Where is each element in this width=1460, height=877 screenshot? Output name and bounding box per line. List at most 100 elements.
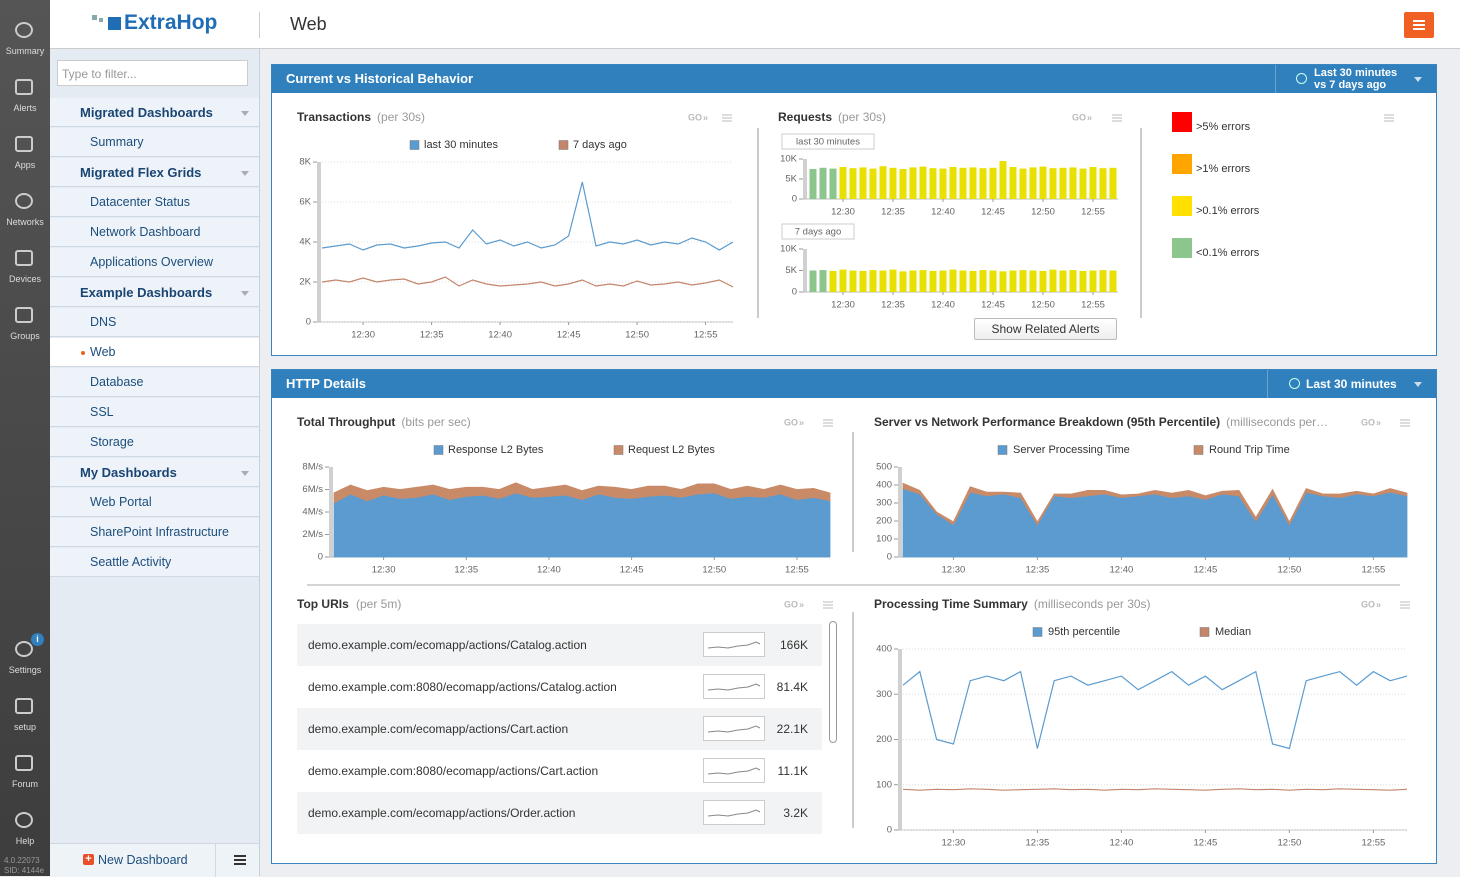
nav-item[interactable]: Storage <box>50 428 259 457</box>
clock-icon <box>1296 73 1307 84</box>
nav-item[interactable]: Summary <box>50 128 259 157</box>
sparkline <box>707 809 761 817</box>
nav-item[interactable]: Datacenter Status <box>50 188 259 217</box>
uri-row: demo.example.com/ecomapp/actions/Catalog… <box>297 624 822 666</box>
menu-button[interactable] <box>1404 12 1434 38</box>
section-panel: Current vs Historical Behavior Last 30 m… <box>271 64 1437 356</box>
uri[interactable]: demo.example.com/ecomapp/actions/Cart.ac… <box>308 722 569 736</box>
divider <box>1267 370 1268 398</box>
nav-item[interactable]: Web Portal <box>50 488 259 517</box>
sparkline-box <box>703 758 765 783</box>
sidebar-icon <box>15 193 33 209</box>
nav-item[interactable]: SSL <box>50 398 259 427</box>
sparkline-box <box>703 632 765 657</box>
nav-menu[interactable] <box>234 855 246 857</box>
header: ExtraHop Web <box>50 0 1460 49</box>
page-title: Web <box>290 14 327 34</box>
sparkline <box>707 725 761 733</box>
sidebar-label[interactable]: Alerts <box>13 103 37 113</box>
sidebar-label[interactable]: Settings <box>8 665 42 675</box>
sparkline <box>707 641 761 649</box>
nav-item[interactable]: Applications Overview <box>50 248 259 277</box>
sidebar-icon <box>15 250 33 266</box>
sidebar-label[interactable]: Apps <box>14 160 36 170</box>
sidebar-label[interactable]: Summary <box>5 46 45 56</box>
logo: ExtraHop <box>124 11 218 34</box>
dashboard-nav: Type to filter... + New Dashboard Migrat… <box>50 49 260 877</box>
sidebar-label[interactable]: setup <box>13 722 37 732</box>
uri[interactable]: demo.example.com:8080/ecomapp/actions/Ca… <box>308 680 617 694</box>
uri-value: 3.2K <box>783 806 808 820</box>
uri[interactable]: demo.example.com:8080/ecomapp/actions/Ca… <box>308 764 599 778</box>
sparkline-box <box>703 674 765 699</box>
nav-group[interactable]: My Dashboards <box>50 458 259 487</box>
sidebar-icon <box>15 22 33 38</box>
nav-item[interactable]: DNS <box>50 308 259 337</box>
sidebar-icon <box>15 136 33 152</box>
nav-item[interactable]: Seattle Activity <box>50 548 259 577</box>
sidebar-icon <box>15 812 33 828</box>
caret <box>241 111 249 116</box>
nav-item[interactable]: Web <box>50 338 259 367</box>
nav-item[interactable]: Network Dashboard <box>50 218 259 247</box>
caret <box>241 171 249 176</box>
show-alerts-button[interactable]: Show Related Alerts <box>974 318 1117 340</box>
sidebar-icon <box>15 641 33 657</box>
scrollbar <box>829 621 837 743</box>
sparkline <box>707 683 761 691</box>
sid: SID: 4144e <box>4 866 45 875</box>
time-range[interactable]: Last 30 minutes <box>1314 67 1398 79</box>
uri-value: 81.4K <box>776 680 808 694</box>
divider <box>1275 65 1276 93</box>
sidebar-label[interactable]: Help <box>15 836 35 846</box>
sparkline-box <box>703 716 765 741</box>
sidebar-icon <box>15 755 33 771</box>
caret <box>241 471 249 476</box>
section-header: HTTP Details Last 30 minutes <box>272 370 1436 398</box>
uri[interactable]: demo.example.com/ecomapp/actions/Order.a… <box>308 806 576 820</box>
sidebar-label[interactable]: Forum <box>11 779 38 789</box>
version: 4.0.22073 <box>4 856 40 865</box>
nav-group[interactable]: Migrated Flex Grids <box>50 158 259 187</box>
logo-mark <box>92 15 121 30</box>
badge: i <box>31 633 44 646</box>
caret <box>1414 77 1422 82</box>
uri-row: demo.example.com:8080/ecomapp/actions/Ca… <box>297 666 822 708</box>
time-range[interactable]: Last 30 minutes <box>1306 377 1397 391</box>
sparkline-box <box>703 800 765 825</box>
divider <box>215 844 216 877</box>
uri-value: 22.1K <box>776 722 808 736</box>
section-title: Current vs Historical Behavior <box>286 71 474 86</box>
clock-icon <box>1289 378 1300 389</box>
nav-item[interactable]: SharePoint Infrastructure <box>50 518 259 547</box>
nav-group[interactable]: Migrated Dashboards <box>50 98 259 127</box>
sparkline <box>707 767 761 775</box>
uri-row: demo.example.com/ecomapp/actions/Cart.ac… <box>297 708 822 750</box>
uri-row: demo.example.com:8080/ecomapp/actions/Ca… <box>297 750 822 792</box>
section-header: Current vs Historical Behavior Last 30 m… <box>272 65 1436 93</box>
sidebar-label[interactable]: Groups <box>10 331 40 341</box>
sidebar-icon <box>15 698 33 714</box>
sidebar-icon <box>15 79 33 95</box>
nav-footer: + New Dashboard <box>50 843 259 877</box>
plus-icon: + <box>83 854 94 865</box>
nav-item[interactable]: Database <box>50 368 259 397</box>
caret <box>1414 382 1422 387</box>
sidebar-label[interactable]: Devices <box>8 274 41 284</box>
section-title: HTTP Details <box>286 376 366 391</box>
caret <box>241 291 249 296</box>
nav-group[interactable]: Example Dashboards <box>50 278 259 307</box>
sidebar-icon <box>15 307 33 323</box>
filter-input[interactable]: Type to filter... <box>57 60 248 86</box>
time-compare[interactable]: vs 7 days ago <box>1314 79 1387 91</box>
selected-dot <box>81 351 85 355</box>
sidebar-label[interactable]: Networks <box>6 217 44 227</box>
new-dashboard[interactable]: New Dashboard <box>98 853 188 867</box>
uri[interactable]: demo.example.com/ecomapp/actions/Catalog… <box>308 638 587 652</box>
uri-value: 11.1K <box>777 764 808 778</box>
uri-value: 166K <box>779 638 808 652</box>
uri-row: demo.example.com/ecomapp/actions/Order.a… <box>297 792 822 834</box>
divider <box>259 12 260 38</box>
icon-sidebar: Summary Alerts Apps Networks Devices Groups Se… <box>0 0 50 876</box>
